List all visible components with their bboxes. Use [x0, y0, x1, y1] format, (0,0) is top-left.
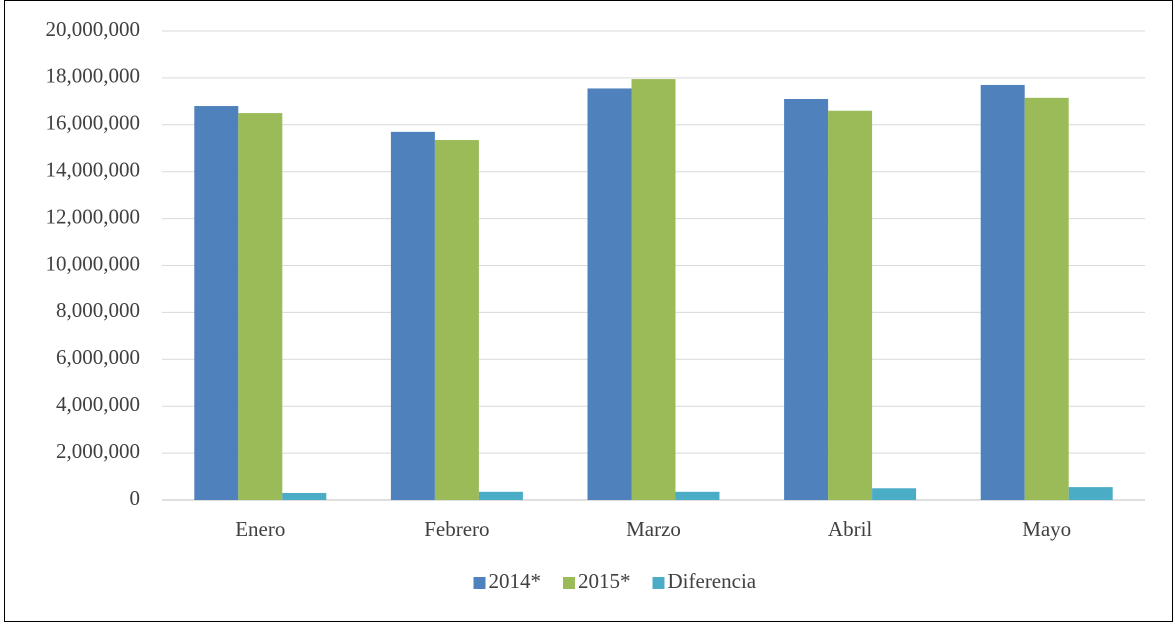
y-tick-label: 18,000,000 — [46, 64, 141, 88]
y-tick-label: 0 — [130, 486, 141, 510]
legend-label: 2014* — [489, 569, 542, 593]
legend-label: Diferencia — [668, 569, 757, 593]
bar — [1068, 487, 1113, 500]
legend-swatch — [652, 577, 665, 589]
y-tick-label: 14,000,000 — [46, 158, 141, 182]
y-tick-label: 2,000,000 — [56, 439, 140, 463]
bar — [238, 113, 283, 500]
x-tick-label: Enero — [235, 517, 285, 541]
bar — [282, 492, 327, 500]
bar — [980, 84, 1025, 500]
y-tick-label: 10,000,000 — [46, 251, 141, 275]
bar — [828, 110, 873, 500]
bar — [478, 491, 523, 500]
x-tick-label: Febrero — [424, 517, 489, 541]
y-tick-label: 16,000,000 — [46, 111, 141, 135]
bar — [390, 131, 435, 500]
y-tick-label: 4,000,000 — [56, 392, 140, 416]
y-tick-label: 20,000,000 — [46, 17, 141, 41]
bar — [784, 99, 829, 500]
x-tick-label: Mayo — [1022, 517, 1071, 541]
x-tick-label: Marzo — [626, 517, 681, 541]
bar — [1024, 97, 1069, 501]
y-tick-label: 6,000,000 — [56, 345, 140, 369]
bar — [872, 488, 917, 500]
legend-swatch — [473, 577, 486, 589]
bar — [194, 106, 239, 500]
bar — [675, 491, 720, 500]
bar — [631, 79, 676, 500]
bar — [434, 140, 479, 501]
x-tick-label: Abril — [828, 517, 872, 541]
bar — [587, 88, 632, 500]
y-tick-label: 8,000,000 — [56, 298, 140, 322]
legend-label: 2015* — [578, 569, 631, 593]
legend-swatch — [563, 577, 575, 589]
y-tick-label: 12,000,000 — [46, 204, 141, 228]
